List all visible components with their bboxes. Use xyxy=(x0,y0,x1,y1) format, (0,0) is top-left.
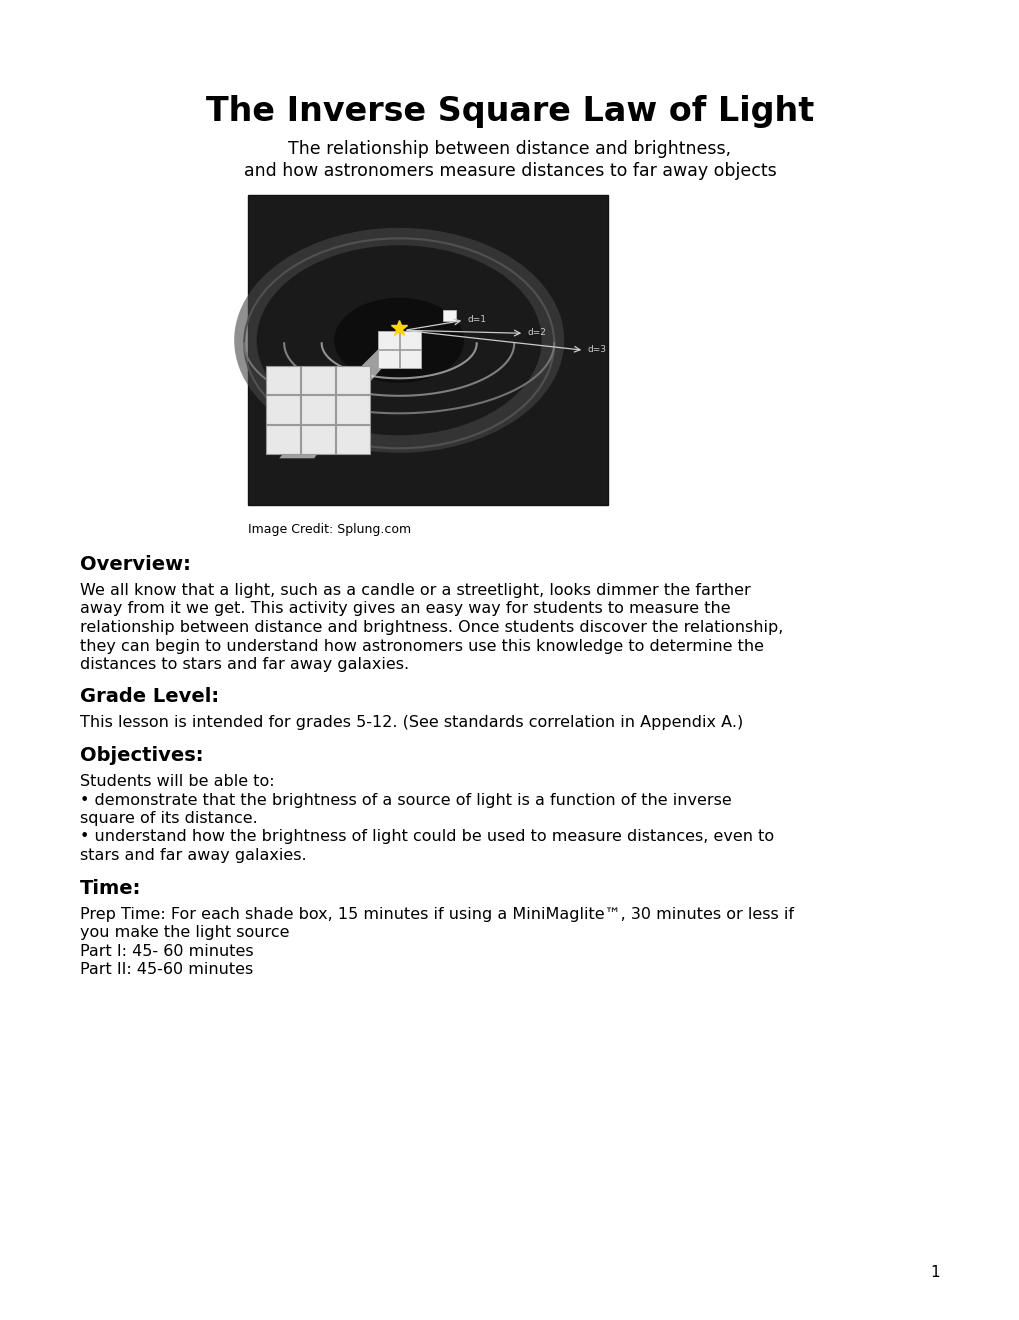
Text: they can begin to understand how astronomers use this knowledge to determine the: they can begin to understand how astrono… xyxy=(79,639,763,653)
Text: Overview:: Overview: xyxy=(79,554,191,574)
Ellipse shape xyxy=(257,246,541,436)
Text: • understand how the brightness of light could be used to measure distances, eve: • understand how the brightness of light… xyxy=(79,829,773,845)
Bar xyxy=(266,425,300,454)
Text: d=1: d=1 xyxy=(467,314,486,323)
Bar xyxy=(378,331,398,350)
Text: away from it we get. This activity gives an easy way for students to measure the: away from it we get. This activity gives… xyxy=(79,602,730,616)
Bar xyxy=(442,310,455,321)
Text: distances to stars and far away galaxies.: distances to stars and far away galaxies… xyxy=(79,657,409,672)
Text: Time:: Time: xyxy=(79,879,142,898)
Text: d=2: d=2 xyxy=(527,327,545,337)
Text: Part II: 45-60 minutes: Part II: 45-60 minutes xyxy=(79,962,253,977)
Bar xyxy=(399,350,421,368)
Polygon shape xyxy=(279,329,404,458)
Ellipse shape xyxy=(291,271,506,411)
Bar xyxy=(266,395,300,424)
Bar xyxy=(335,366,370,395)
Ellipse shape xyxy=(334,298,464,383)
Ellipse shape xyxy=(328,294,470,387)
Text: Grade Level:: Grade Level: xyxy=(79,688,219,706)
Text: This lesson is intended for grades 5-12. (See standards correlation in Appendix : This lesson is intended for grades 5-12.… xyxy=(79,715,743,730)
Text: Students will be able to:: Students will be able to: xyxy=(79,774,274,789)
Bar xyxy=(399,331,421,350)
Text: d=3: d=3 xyxy=(587,345,605,354)
Text: The Inverse Square Law of Light: The Inverse Square Law of Light xyxy=(206,95,813,128)
Text: Part I: 45- 60 minutes: Part I: 45- 60 minutes xyxy=(79,944,254,958)
Text: relationship between distance and brightness. Once students discover the relatio: relationship between distance and bright… xyxy=(79,620,783,635)
Bar xyxy=(248,195,607,506)
Text: 1: 1 xyxy=(929,1265,940,1280)
Text: • demonstrate that the brightness of a source of light is a function of the inve: • demonstrate that the brightness of a s… xyxy=(79,792,731,808)
Bar xyxy=(266,366,300,395)
Bar xyxy=(335,395,370,424)
Ellipse shape xyxy=(234,228,564,453)
Text: square of its distance.: square of its distance. xyxy=(79,810,258,826)
Text: and how astronomers measure distances to far away objects: and how astronomers measure distances to… xyxy=(244,162,775,180)
Text: you make the light source: you make the light source xyxy=(79,925,289,940)
Bar xyxy=(301,425,334,454)
Text: Image Credit: Splung.com: Image Credit: Splung.com xyxy=(248,523,411,536)
Bar xyxy=(335,425,370,454)
Text: Prep Time: For each shade box, 15 minutes if using a MiniMaglite™, 30 minutes or: Prep Time: For each shade box, 15 minute… xyxy=(79,907,793,921)
Text: stars and far away galaxies.: stars and far away galaxies. xyxy=(79,847,307,863)
Text: Objectives:: Objectives: xyxy=(79,746,204,766)
Ellipse shape xyxy=(274,255,524,425)
Ellipse shape xyxy=(315,284,483,396)
Bar xyxy=(378,350,398,368)
Text: The relationship between distance and brightness,: The relationship between distance and br… xyxy=(288,140,731,158)
Bar xyxy=(301,366,334,395)
Text: We all know that a light, such as a candle or a streetlight, looks dimmer the fa: We all know that a light, such as a cand… xyxy=(79,583,750,598)
Bar xyxy=(301,395,334,424)
